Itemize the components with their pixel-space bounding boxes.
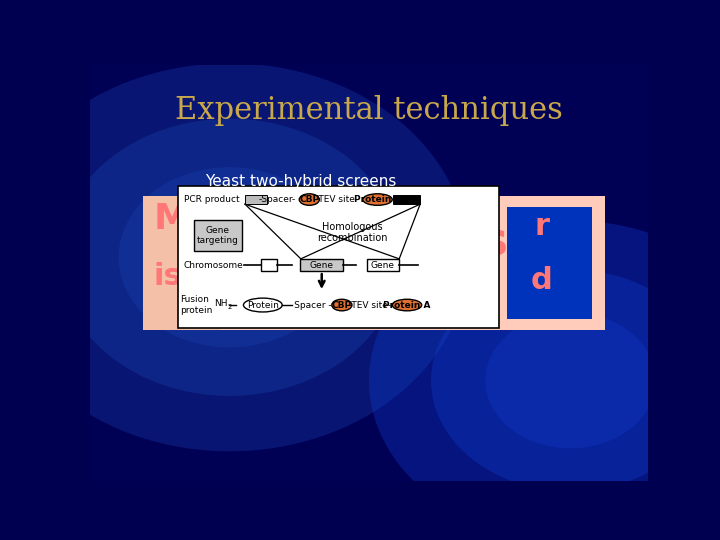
Text: Protein A: Protein A [354,195,401,204]
Ellipse shape [119,167,341,347]
Text: Protein: Protein [247,301,279,309]
Bar [507,207,593,319]
Text: r: r [534,212,549,241]
Ellipse shape [243,298,282,312]
Text: 2: 2 [228,305,233,310]
Text: d: d [531,266,553,295]
Text: Protein A: Protein A [383,301,431,309]
Ellipse shape [161,202,297,313]
Ellipse shape [363,194,392,205]
Text: M: M [153,202,189,236]
Text: NH: NH [215,299,228,308]
Bar [300,259,343,271]
Text: Gene: Gene [371,260,395,269]
Text: -Spacer-: -Spacer- [258,195,295,204]
Bar [261,259,276,271]
Text: Macintos: Macintos [269,219,508,265]
Ellipse shape [485,313,656,448]
Text: -TEV site-: -TEV site- [316,195,359,204]
Bar [160,195,606,330]
Text: PCR product: PCR product [184,195,239,204]
Ellipse shape [59,119,400,396]
Text: Yeast two-hybrid screens: Yeast two-hybrid screens [204,174,396,190]
Ellipse shape [431,269,710,491]
Ellipse shape [332,299,352,311]
Bar [194,220,242,251]
Bar [178,186,499,328]
Text: Homologous
recombination: Homologous recombination [317,222,387,244]
Bar [143,195,220,330]
Text: Chromosome: Chromosome [184,260,243,269]
Ellipse shape [392,299,422,311]
Bar [366,259,399,271]
Text: Gene
targeting: Gene targeting [197,226,239,246]
Text: is: is [153,262,182,291]
Ellipse shape [0,63,468,451]
Ellipse shape [300,194,320,205]
Bar [245,195,266,204]
Text: -TEV site-: -TEV site- [348,301,391,309]
Ellipse shape [369,220,720,540]
Text: Gene: Gene [310,260,334,269]
Text: Fusion
protein: Fusion protein [180,295,212,315]
Text: CBP: CBP [332,301,352,309]
Bar [393,195,420,204]
Text: CBP: CBP [300,195,320,204]
Text: - Spacer -: - Spacer - [287,301,331,309]
Text: Experimental techniques: Experimental techniques [175,96,563,126]
